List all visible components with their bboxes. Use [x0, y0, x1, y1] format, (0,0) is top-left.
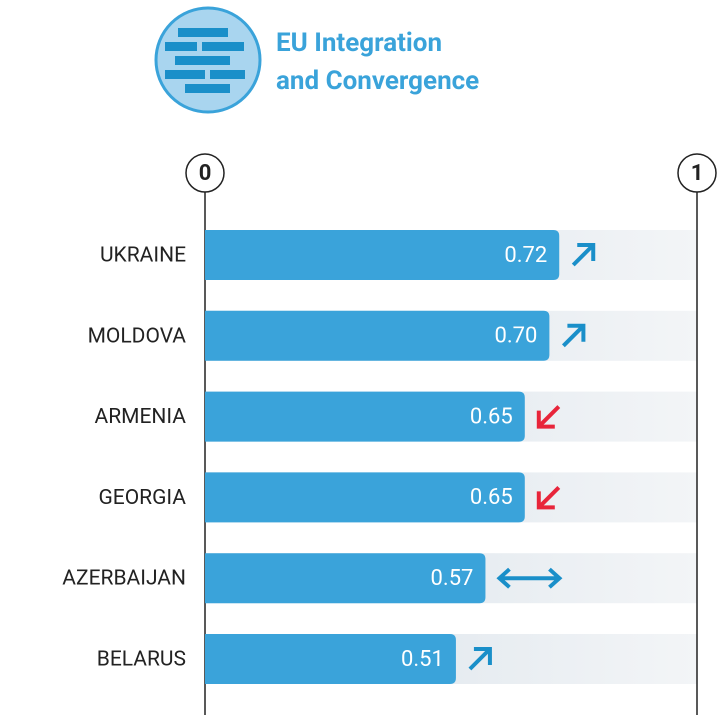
bar	[205, 472, 525, 523]
value-label: 0.57	[431, 566, 474, 591]
y-tick-label: ARMENIA	[95, 405, 187, 429]
trend-arrow	[468, 647, 492, 671]
arrow-shape	[561, 323, 586, 348]
trend-arrow	[496, 567, 563, 589]
value-label: 0.51	[401, 647, 444, 672]
chart-title: and Convergence	[276, 66, 479, 96]
x-tick-label: 1	[691, 161, 704, 186]
trend-arrow	[536, 485, 561, 510]
x-tick-label: 0	[199, 161, 212, 186]
arrow-shape	[468, 647, 492, 671]
value-label: 0.70	[494, 324, 537, 349]
y-tick-label: MOLDOVA	[88, 324, 187, 348]
trend-arrow	[536, 405, 561, 429]
tick-circle	[185, 153, 225, 193]
bar	[205, 391, 525, 442]
chart-title: EU Integration	[276, 28, 442, 58]
bar	[205, 553, 486, 604]
y-tick-label: AZERBAIJAN	[62, 567, 186, 591]
icon	[154, 6, 262, 114]
arrow-shape	[496, 567, 563, 589]
value-label: 0.65	[470, 404, 513, 429]
arrow-shape	[571, 243, 596, 267]
value-label: 0.65	[470, 485, 513, 510]
y-tick-label: GEORGIA	[98, 486, 186, 510]
y-tick-label: BELARUS	[97, 648, 186, 672]
y-tick-label: UKRAINE	[100, 244, 186, 268]
bar	[205, 230, 560, 280]
value-label: 0.72	[504, 243, 547, 268]
bar	[205, 634, 456, 684]
tick-circle	[677, 153, 717, 193]
arrow-shape	[536, 485, 561, 510]
trend-arrow	[571, 243, 596, 267]
arrow-shape	[536, 405, 561, 429]
bar	[205, 310, 550, 361]
trend-arrow	[561, 323, 586, 348]
